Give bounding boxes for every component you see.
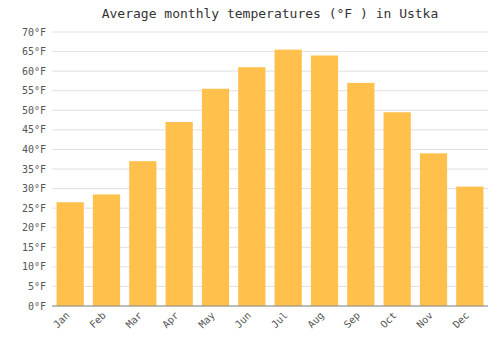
y-tick-label: 55°F [22, 85, 46, 96]
bar [347, 83, 374, 306]
y-tick-label: 45°F [22, 124, 46, 135]
x-tick-label: Jan [51, 310, 72, 331]
y-tick-label: 20°F [22, 222, 46, 233]
chart-container: Average monthly temperatures (°F ) in Us… [0, 0, 500, 350]
grid [52, 32, 488, 306]
bar [384, 112, 411, 306]
bar [202, 89, 229, 306]
x-tick-label: Sep [342, 310, 363, 331]
chart: Average monthly temperatures (°F ) in Us… [0, 0, 500, 350]
bar [456, 187, 483, 306]
x-tick-label: Dec [451, 310, 472, 331]
grid-line [52, 149, 488, 150]
x-tick-label: Jul [269, 310, 290, 331]
grid-line [52, 71, 488, 72]
y-tick-label: 70°F [22, 27, 46, 38]
x-axis: Jan Feb Mar Apr May Jun Jul Aug Sep Oct Nov Dec [51, 306, 488, 330]
grid-line [52, 32, 488, 33]
grid-line [52, 90, 488, 91]
x-tick-label: Oct [378, 310, 399, 331]
grid-line [52, 306, 488, 307]
bar [238, 67, 265, 306]
y-tick-label: 30°F [22, 183, 46, 194]
y-tick-label: 15°F [22, 242, 46, 253]
title: Average monthly temperatures (°F ) in Us… [102, 6, 439, 21]
grid-line [52, 110, 488, 111]
x-axis-line [52, 306, 488, 307]
y-tick-label: 35°F [22, 164, 46, 175]
x-tick-label: Jun [233, 310, 254, 331]
y-tick-label: 0°F [28, 301, 46, 312]
y-tick-label: 50°F [22, 105, 46, 116]
bar [420, 153, 447, 306]
y-tick-label: 5°F [28, 281, 46, 292]
x-tick-label: Feb [87, 310, 108, 331]
bar [311, 55, 338, 306]
bars [57, 50, 484, 306]
y-tick-label: 65°F [22, 46, 46, 57]
y-axis: 0°F 5°F 10°F 15°F 20°F 25°F 30°F 35°F 40°F 45°F 50… [22, 27, 46, 312]
y-tick-label: 40°F [22, 144, 46, 155]
x-tick-label: May [196, 310, 217, 331]
bar [93, 194, 120, 306]
grid-line [52, 51, 488, 52]
bar [129, 161, 156, 306]
x-tick-label: Mar [124, 310, 145, 331]
y-tick-label: 10°F [22, 261, 46, 272]
y-tick-label: 25°F [22, 203, 46, 214]
y-tick-label: 60°F [22, 66, 46, 77]
x-tick-label: Nov [414, 310, 435, 331]
bar [275, 50, 302, 306]
x-tick-label: Apr [160, 310, 181, 331]
x-tick-label: Aug [305, 310, 326, 331]
bar [166, 122, 193, 306]
bar [57, 202, 84, 306]
grid-line [52, 129, 488, 130]
page: {"chart_data": {"type": "bar", "title": … [0, 0, 500, 350]
